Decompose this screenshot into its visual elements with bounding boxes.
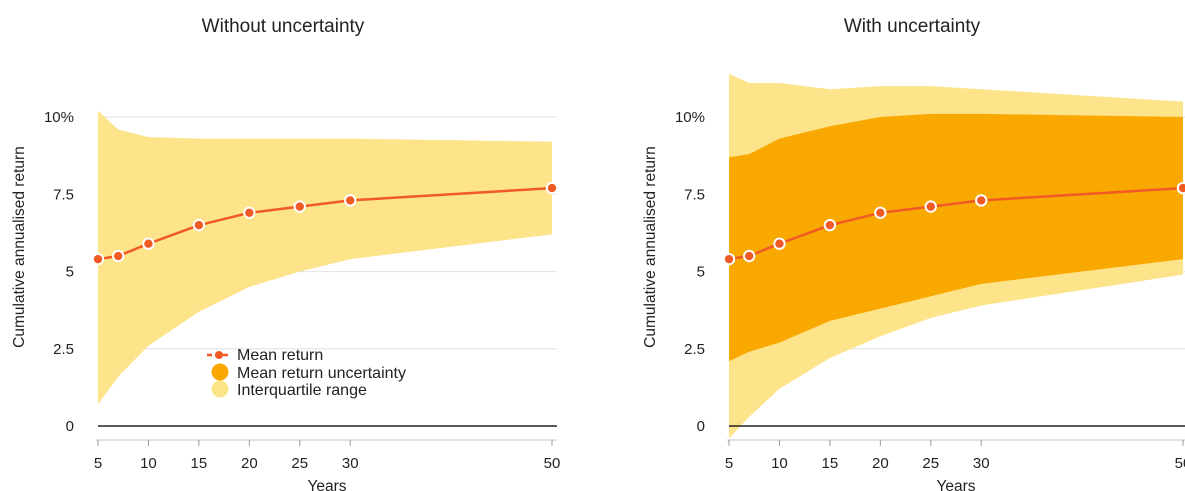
x-tick-label: 25: [922, 455, 939, 472]
mean-return-point: [722, 252, 736, 266]
x-axis-label: Years: [936, 478, 975, 491]
mean-return-point: [192, 218, 206, 232]
x-tick-label: 20: [872, 455, 889, 472]
legend: Mean return Mean return uncertainty Inte…: [207, 347, 406, 399]
x-tick-label: 10: [140, 455, 157, 472]
y-tick-label: 10%: [675, 109, 705, 126]
y-tick-label: 10%: [44, 109, 74, 126]
x-tick-label: 5: [725, 455, 733, 472]
mean-return-point: [111, 249, 125, 263]
x-tick-label: 30: [973, 455, 990, 472]
mean-return-point: [924, 200, 937, 213]
y-tick-label: 2.5: [53, 341, 74, 358]
mean-return-point: [823, 218, 837, 232]
mean-return-point: [1176, 181, 1185, 195]
mean-return-point: [293, 200, 306, 213]
mean-return-point: [142, 237, 155, 250]
interquartile-range-band: [98, 110, 552, 405]
chart-without-uncertainty: Without uncertainty Cumulative annualise…: [11, 16, 560, 491]
chart-title: With uncertainty: [844, 16, 981, 37]
legend-dot-swatch: [215, 351, 223, 359]
mean-return-point: [243, 206, 256, 219]
y-axis-label: Cumulative annualised return: [642, 146, 659, 348]
y-tick-label: 5: [697, 264, 705, 281]
mean-uncertainty-band: [729, 113, 1183, 362]
x-tick-label: 5: [94, 455, 102, 472]
legend-label: Mean return: [237, 347, 323, 364]
mean-return-point: [874, 206, 887, 219]
x-tick-label: 15: [822, 455, 839, 472]
x-tick-label: 15: [191, 455, 208, 472]
y-tick-label: 7.5: [53, 186, 74, 203]
mean-return-point: [742, 249, 756, 263]
mean-return-point: [91, 252, 105, 266]
legend-label: Mean return uncertainty: [237, 365, 406, 382]
y-axis-label: Cumulative annualised return: [11, 146, 28, 348]
legend-label: Interquartile range: [237, 382, 367, 399]
legend-item-mean-return: Mean return: [207, 347, 323, 364]
x-axis-label: Years: [307, 478, 346, 491]
mean-return-point: [975, 194, 988, 207]
x-tick-label: 10: [771, 455, 788, 472]
y-tick-label: 5: [66, 264, 74, 281]
y-tick-label: 7.5: [684, 186, 705, 203]
mean-return-point: [773, 237, 786, 250]
legend-item-uncertainty: Mean return uncertainty: [211, 363, 406, 382]
chart-title: Without uncertainty: [202, 16, 365, 37]
x-tick-label: 30: [342, 455, 359, 472]
x-tick-label: 25: [291, 455, 308, 472]
x-tick-label: 50: [1175, 455, 1185, 472]
mean-return-point: [344, 194, 357, 207]
y-tick-label: 2.5: [684, 341, 705, 358]
x-tick-label: 50: [544, 455, 561, 472]
y-tick-label: 0: [66, 418, 74, 435]
x-tick-label: 20: [241, 455, 258, 472]
mean-return-point: [545, 181, 559, 195]
legend-swatch: [211, 380, 229, 398]
legend-swatch: [211, 363, 229, 381]
chart-with-uncertainty: With uncertainty Cumulative annualised r…: [642, 16, 1185, 491]
legend-item-iqr: Interquartile range: [211, 380, 367, 399]
y-tick-label: 0: [697, 418, 705, 435]
